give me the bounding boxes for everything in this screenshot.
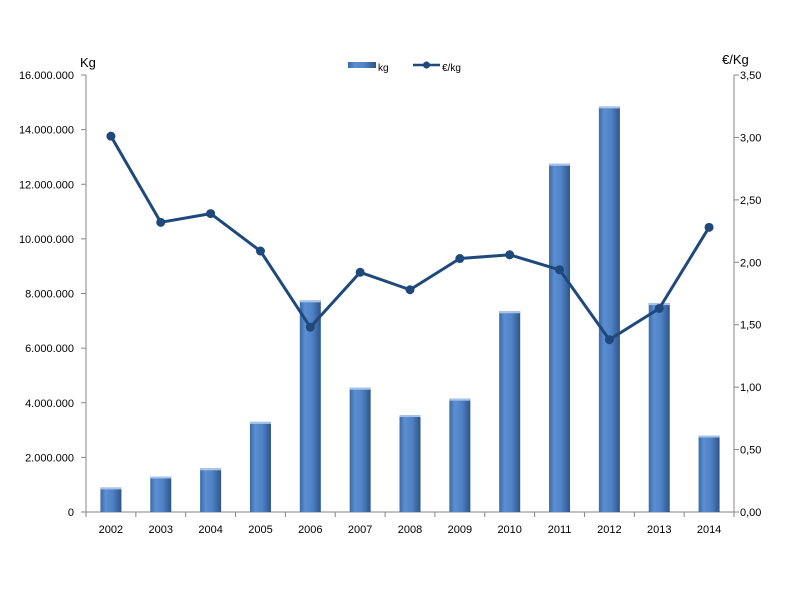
left-tick-label: 0 <box>68 507 74 519</box>
right-tick-label: 2,00 <box>740 257 761 269</box>
x-tick-label: 2008 <box>398 524 422 536</box>
left-tick-label: 8.000.000 <box>25 289 74 301</box>
right-tick-label: 3,50 <box>740 70 761 82</box>
point-eur-kg <box>355 267 365 277</box>
right-tick-label: 1,50 <box>740 320 761 332</box>
bar-top-highlight <box>200 468 222 471</box>
bar-top-highlight <box>698 435 720 438</box>
right-tick-label: 0,00 <box>740 507 761 519</box>
bar-top-highlight <box>549 163 571 166</box>
legend-swatch-kg <box>348 62 376 68</box>
bar-kg <box>349 387 371 512</box>
right-tick-label: 1,00 <box>740 382 761 394</box>
bar-kg <box>100 487 122 512</box>
point-eur-kg <box>604 335 614 345</box>
right-tick-label: 2,50 <box>740 195 761 207</box>
left-tick-label: 2.000.000 <box>25 452 74 464</box>
right-tick-label: 3,00 <box>740 132 761 144</box>
bar-kg <box>698 435 720 512</box>
left-axis-title: Kg <box>80 55 96 70</box>
bar-top-highlight <box>499 311 521 314</box>
left-tick-label: 12.000.000 <box>19 179 74 191</box>
bar-kg <box>150 476 172 512</box>
x-tick-label: 2011 <box>548 524 572 536</box>
right-axis-title: €/Kg <box>722 52 749 67</box>
x-tick-label: 2009 <box>448 524 472 536</box>
bar-top-highlight <box>249 421 271 424</box>
bar-kg <box>399 415 421 512</box>
x-tick-label: 2006 <box>298 524 322 536</box>
left-tick-label: 10.000.000 <box>19 234 74 246</box>
x-tick-label: 2003 <box>149 524 173 536</box>
bar-kg <box>299 300 321 512</box>
x-tick-label: 2010 <box>497 524 521 536</box>
bar-top-highlight <box>449 398 471 401</box>
legend-marker-eur-kg <box>423 61 430 69</box>
legend-label-kg: kg <box>378 63 389 74</box>
x-tick-label: 2014 <box>697 524 721 536</box>
bar-top-highlight <box>349 387 371 390</box>
x-tick-label: 2005 <box>248 524 272 536</box>
x-tick-label: 2004 <box>198 524 222 536</box>
legend: kg €/kg <box>348 61 461 74</box>
point-eur-kg <box>106 131 116 141</box>
bar-top-highlight <box>150 476 172 479</box>
point-eur-kg <box>455 254 465 264</box>
bar-kg <box>200 468 222 512</box>
bar-top-highlight <box>100 487 122 490</box>
bar-kg <box>549 163 571 512</box>
bar-kg <box>648 303 670 512</box>
x-tick-label: 2013 <box>647 524 671 536</box>
point-eur-kg <box>654 303 664 313</box>
point-eur-kg <box>405 285 415 295</box>
point-eur-kg <box>704 222 714 232</box>
point-eur-kg <box>255 246 265 256</box>
point-eur-kg <box>156 217 166 227</box>
x-tick-label: 2012 <box>597 524 621 536</box>
x-tick-label: 2002 <box>99 524 123 536</box>
right-tick-label: 0,50 <box>740 445 761 457</box>
point-eur-kg <box>555 265 565 275</box>
point-eur-kg <box>206 209 216 219</box>
bar-top-highlight <box>299 300 321 303</box>
left-tick-label: 6.000.000 <box>25 343 74 355</box>
point-eur-kg <box>505 250 515 260</box>
x-tick-label: 2007 <box>348 524 372 536</box>
bar-top-highlight <box>399 415 421 418</box>
bar-kg <box>449 398 471 512</box>
point-eur-kg <box>305 322 315 332</box>
bar-kg <box>598 106 620 513</box>
bar-kg <box>499 311 521 512</box>
left-tick-label: 4.000.000 <box>25 398 74 410</box>
bar-kg <box>249 421 271 512</box>
left-tick-label: 16.000.000 <box>19 70 74 82</box>
bar-top-highlight <box>598 106 620 109</box>
left-tick-label: 14.000.000 <box>19 125 74 137</box>
legend-label-eur-kg: €/kg <box>442 63 461 74</box>
